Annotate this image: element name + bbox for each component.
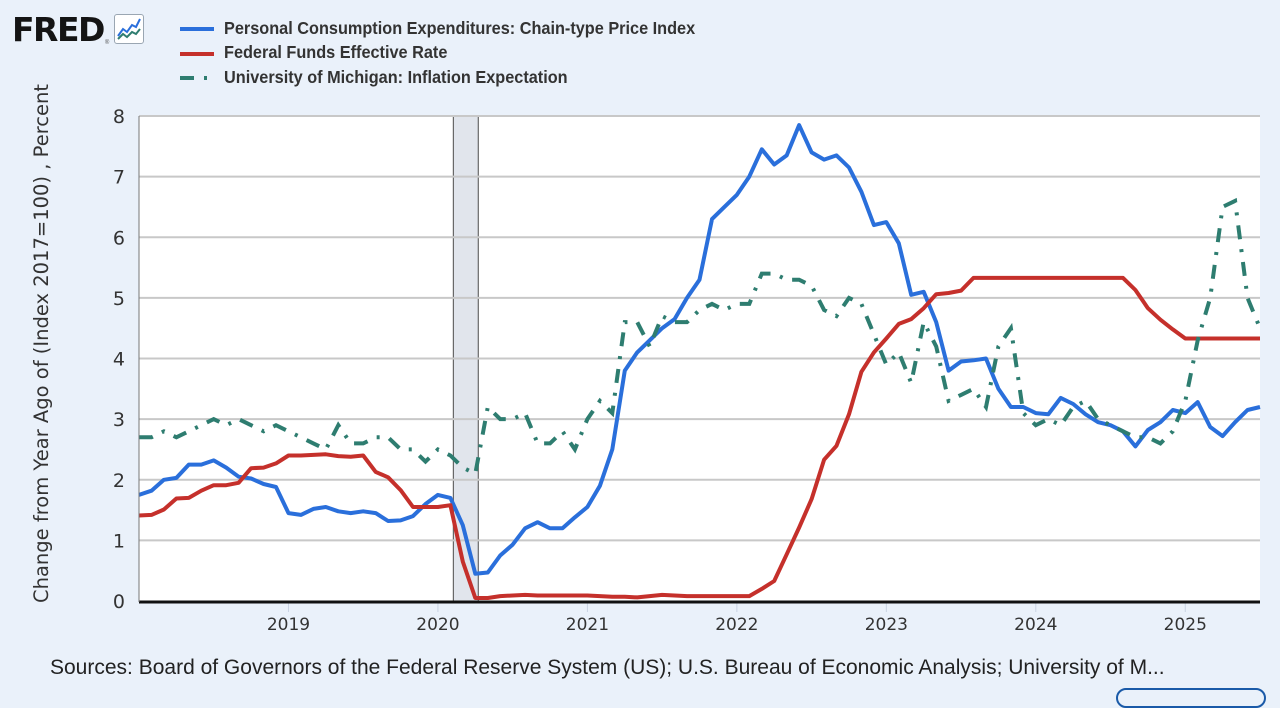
x-tick-label: 2022 [715, 615, 758, 635]
y-tick-label: 7 [113, 167, 125, 189]
legend-label-fed-funds: Federal Funds Effective Rate [224, 42, 448, 63]
y-tick-label: 0 [113, 591, 125, 613]
chart-svg: 0 1 2 3 4 5 6 7 8 2019 2020 2021 2022 2023 2024 2025 [113, 106, 1262, 635]
legend-swatch-pce [180, 20, 214, 36]
legend-swatch-fed-funds [180, 45, 214, 61]
legend-item-fed-funds[interactable]: Federal Funds Effective Rate [180, 41, 731, 66]
y-tick-label: 3 [113, 409, 125, 431]
x-tick-label: 2024 [1014, 615, 1057, 635]
legend-label-umich: University of Michigan: Inflation Expect… [224, 66, 568, 87]
source-note: Sources: Board of Governors of the Feder… [50, 656, 1165, 679]
x-tick-label: 2025 [1164, 615, 1207, 635]
x-tick-label: 2019 [267, 615, 310, 635]
y-tick-label: 2 [113, 470, 125, 492]
chart-legend: Personal Consumption Expenditures: Chain… [180, 16, 731, 90]
x-tick-label: 2021 [566, 615, 609, 635]
series-line-fed-funds [138, 275, 1260, 600]
legend-item-pce[interactable]: Personal Consumption Expenditures: Chain… [180, 16, 731, 41]
legend-item-umich[interactable]: University of Michigan: Inflation Expect… [180, 65, 731, 90]
x-tick-label: 2020 [416, 615, 459, 635]
footer-button[interactable] [1116, 688, 1266, 708]
registered-mark: ® [104, 40, 110, 46]
series-line-pce [138, 123, 1261, 576]
y-tick-label: 8 [113, 106, 125, 128]
line-chart-icon [114, 14, 145, 44]
legend-swatch-umich [180, 69, 214, 85]
y-tick-label: 5 [113, 288, 125, 310]
legend-label-pce: Personal Consumption Expenditures: Chain… [224, 17, 696, 38]
logo-text: FRED [12, 10, 105, 49]
y-tick-label: 6 [113, 227, 125, 249]
x-tick-label: 2023 [865, 615, 908, 635]
fred-logo[interactable]: FRED ® [12, 10, 145, 50]
y-tick-label: 1 [113, 530, 125, 552]
y-tick-label: 4 [113, 349, 125, 371]
